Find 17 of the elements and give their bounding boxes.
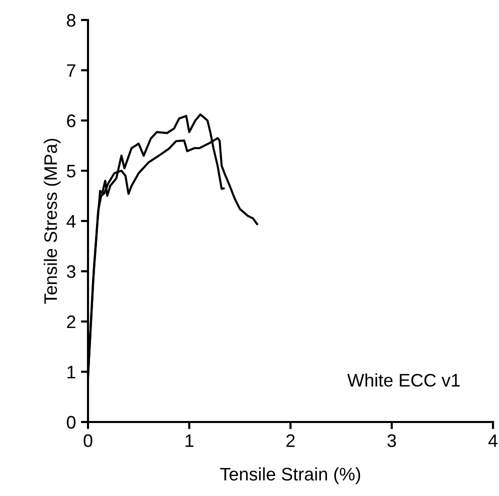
y-tick-label: 4 — [66, 215, 76, 228]
x-tick-label: 0 — [84, 434, 92, 448]
y-tick-label: 8 — [66, 14, 76, 27]
y-tick-label: 0 — [66, 416, 76, 429]
x-tick-label: 1 — [186, 434, 194, 447]
x-tick-label: 3 — [387, 434, 396, 448]
y-tick-label: 2 — [67, 315, 76, 328]
y-tick-label: 7 — [67, 64, 76, 77]
y-tick-label: 5 — [66, 164, 76, 178]
x-tick-label: 2 — [286, 434, 295, 447]
y-tick-label: 3 — [66, 265, 76, 278]
annotation: White ECC v1 — [347, 373, 460, 387]
y-tick-label: 1 — [68, 366, 76, 378]
y-tick-label: 6 — [67, 114, 76, 128]
x-tick-label: 4 — [488, 434, 498, 447]
x-axis-title: Tensile Strain (%) — [220, 467, 360, 484]
y-axis-title: Tensile Stress (MPa) — [44, 138, 61, 304]
